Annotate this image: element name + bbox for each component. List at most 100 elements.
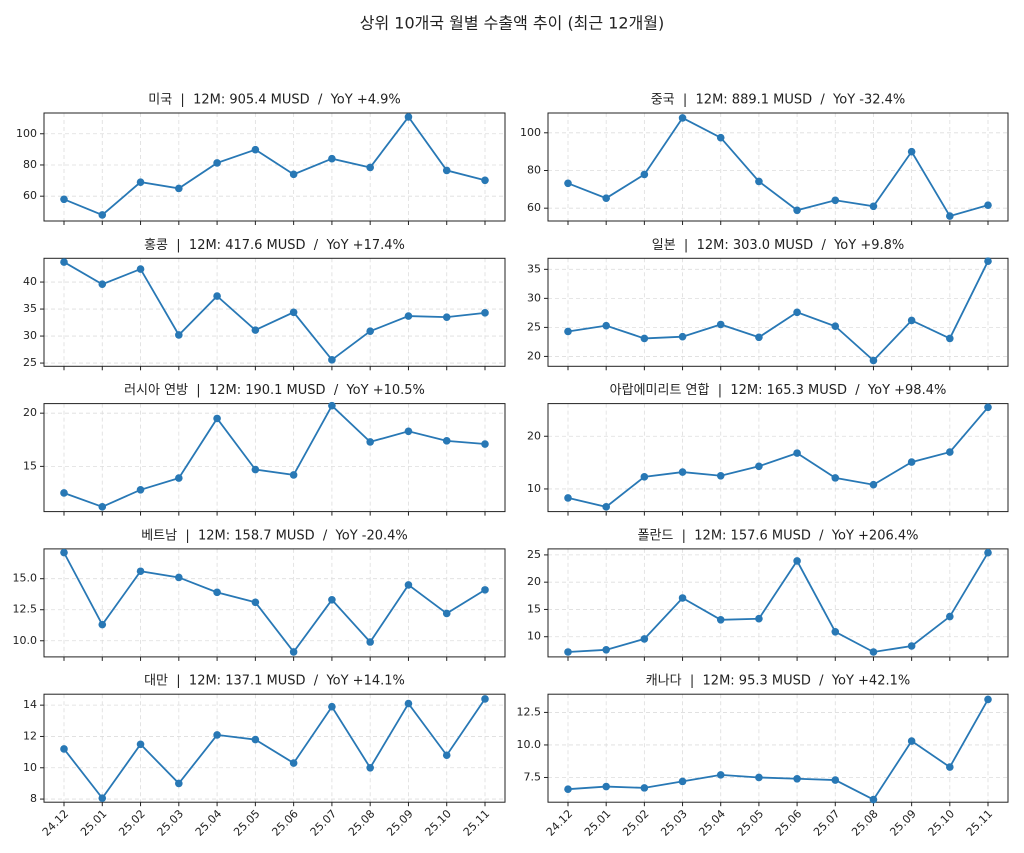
y-tick-label: 12.5 — [13, 603, 38, 616]
data-point — [60, 195, 68, 204]
data-point — [136, 740, 145, 749]
data-point — [564, 648, 572, 656]
y-tick-label: 10.0 — [517, 738, 542, 751]
data-point — [251, 465, 260, 474]
data-point — [481, 176, 489, 185]
y-tick-label: 15 — [527, 602, 541, 615]
data-point — [869, 356, 878, 365]
data-point — [869, 795, 878, 804]
y-tick-label: 25 — [23, 356, 37, 369]
data-point — [640, 170, 649, 179]
data-point — [984, 201, 992, 209]
x-tick-label: 25.11 — [461, 807, 492, 838]
data-point — [678, 594, 687, 602]
data-point — [793, 206, 801, 215]
data-point — [175, 779, 183, 788]
x-tick-label: 25.09 — [384, 807, 415, 838]
axes-frame — [547, 112, 1009, 222]
data-point — [716, 133, 725, 142]
data-point — [869, 480, 878, 489]
data-point — [404, 699, 413, 708]
x-tick-label: 25.03 — [155, 807, 186, 838]
data-point — [60, 548, 68, 557]
data-point — [175, 474, 183, 482]
data-point — [831, 776, 840, 784]
data-point — [289, 170, 298, 179]
data-point — [481, 440, 489, 448]
data-point — [60, 489, 68, 497]
data-point — [366, 163, 374, 172]
data-point — [564, 785, 572, 793]
data-point — [716, 320, 725, 329]
data-point — [716, 771, 725, 779]
y-tick-label: 20 — [527, 429, 541, 442]
x-tick-label: 25.05 — [231, 807, 262, 838]
data-point — [755, 177, 763, 186]
axes-frame — [547, 257, 1009, 367]
y-tick-label: 12.5 — [517, 705, 542, 718]
data-point — [60, 745, 68, 753]
data-point — [793, 308, 801, 317]
data-point — [289, 759, 298, 767]
x-tick-label: 24.12 — [40, 807, 71, 838]
y-tick-label: 30 — [527, 291, 541, 304]
y-tick-label: 100 — [520, 126, 541, 139]
subplot-title: 폴란드 | 12M: 157.6 MUSD / YoY +206.4% — [637, 528, 918, 543]
subplot-title: 홍콩 | 12M: 417.6 MUSD / YoY +17.4% — [144, 238, 405, 253]
y-tick-label: 20 — [527, 349, 541, 362]
data-point — [366, 327, 374, 336]
data-point — [136, 265, 145, 273]
x-tick-label: 25.04 — [193, 807, 224, 838]
data-point — [984, 695, 992, 704]
data-point — [907, 147, 916, 156]
data-point — [328, 154, 336, 163]
subplot-title: 미국 | 12M: 905.4 MUSD / YoY +4.9% — [148, 93, 401, 108]
data-point — [564, 179, 572, 188]
data-point — [328, 595, 336, 604]
data-point — [98, 503, 107, 511]
data-point — [907, 458, 916, 466]
data-point — [716, 616, 725, 624]
data-point — [946, 763, 954, 771]
y-tick-label: 20 — [23, 406, 37, 419]
data-point — [213, 588, 221, 597]
data-point — [602, 194, 610, 202]
series-line — [63, 698, 486, 800]
y-tick-label: 7.5 — [524, 770, 542, 783]
data-point — [946, 612, 954, 621]
data-point — [755, 614, 763, 623]
axes-frame — [547, 693, 1009, 803]
y-tick-label: 40 — [23, 275, 37, 288]
x-tick-label: 25.01 — [78, 807, 109, 838]
x-tick-label: 25.09 — [887, 807, 918, 838]
y-tick-label: 20 — [527, 575, 541, 588]
y-tick-label: 10 — [23, 761, 37, 774]
data-point — [831, 322, 840, 331]
series-line — [567, 116, 989, 218]
y-tick-label: 15 — [23, 459, 37, 472]
data-point — [602, 782, 610, 791]
series-line — [567, 698, 989, 801]
y-tick-label: 30 — [23, 329, 37, 342]
subplot-title: 베트남 | 12M: 158.7 MUSD / YoY -20.4% — [141, 528, 408, 543]
data-point — [984, 548, 992, 557]
data-point — [175, 331, 183, 339]
data-point — [289, 471, 298, 479]
y-tick-label: 80 — [23, 158, 37, 171]
data-point — [640, 334, 649, 343]
y-tick-label: 80 — [527, 163, 541, 176]
x-tick-label: 25.11 — [964, 807, 995, 838]
data-point — [678, 468, 687, 476]
x-tick-label: 25.10 — [926, 807, 957, 838]
series-line — [63, 261, 486, 362]
data-point — [251, 598, 260, 607]
x-tick-label: 25.06 — [269, 807, 300, 838]
data-point — [793, 774, 801, 783]
data-point — [136, 567, 145, 576]
data-point — [755, 333, 763, 342]
data-point — [442, 166, 451, 175]
subplot-title: 캐나다 | 12M: 95.3 MUSD / YoY +42.1% — [646, 674, 910, 689]
data-point — [793, 449, 801, 457]
data-point — [602, 646, 610, 654]
axes-frame — [43, 548, 506, 658]
